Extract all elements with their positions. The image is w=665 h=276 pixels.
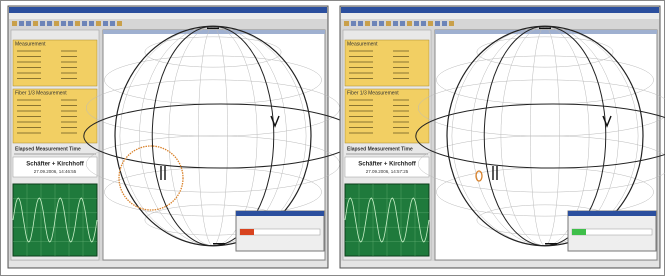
toolbar-icon — [351, 21, 356, 26]
toolbar-icon — [344, 21, 349, 26]
toolbar-icon — [33, 21, 38, 26]
toolbar-icon — [372, 21, 377, 26]
timestamp: 27.09.2006, 14:57:25 — [366, 169, 409, 174]
toolbar-icon — [26, 21, 31, 26]
toolbar-icon — [421, 21, 426, 26]
brand: Schäfter + Kirchhoff — [26, 162, 85, 168]
elapsed-label: Elapsed Measurement Time — [347, 146, 413, 152]
status-bar — [9, 261, 327, 267]
menu-bar — [341, 13, 659, 19]
fiber-title: Fiber 1/3 Measurement — [347, 90, 399, 96]
toolbar-icon — [393, 21, 398, 26]
title-bar — [341, 7, 659, 13]
toolbar-icon — [54, 21, 59, 26]
toolbar-icon — [358, 21, 363, 26]
measurement-title: Measurement — [347, 41, 378, 47]
toolbar-icon — [110, 21, 115, 26]
app-window: Measurement Fiber 1/3 Measurement Elapsed … — [340, 6, 665, 268]
toolbar-icon — [96, 21, 101, 26]
toolbar-icon — [414, 21, 419, 26]
toolbar-icon — [12, 21, 17, 26]
menu-bar — [9, 13, 327, 19]
app-window: Measurement Fiber 1/3 Measurement Elapsed … — [8, 6, 358, 268]
progress-fill — [240, 229, 254, 235]
toolbar-icon — [47, 21, 52, 26]
dialog-title — [568, 211, 656, 216]
view-title — [103, 30, 325, 34]
toolbar-icon — [117, 21, 122, 26]
toolbar-icon — [82, 21, 87, 26]
screenshot: Measurement Fiber 1/3 Measurement Elapsed … — [0, 0, 665, 276]
status-bar — [341, 261, 659, 267]
toolbar-icon — [61, 21, 66, 26]
toolbar-icon — [75, 21, 80, 26]
timestamp: 27.09.2006, 14:46:55 — [34, 169, 77, 174]
progress-fill — [572, 229, 586, 235]
elapsed-label: Elapsed Measurement Time — [15, 146, 81, 152]
toolbar-icon — [435, 21, 440, 26]
toolbar-icon — [365, 21, 370, 26]
toolbar-icon — [89, 21, 94, 26]
fiber-title: Fiber 1/3 Measurement — [15, 90, 67, 96]
brand: Schäfter + Kirchhoff — [358, 162, 417, 168]
toolbar-icon — [68, 21, 73, 26]
measurement-title: Measurement — [15, 41, 46, 47]
view-title — [435, 30, 657, 34]
toolbar-icon — [379, 21, 384, 26]
toolbar-icon — [386, 21, 391, 26]
toolbar-icon — [428, 21, 433, 26]
toolbar-icon — [407, 21, 412, 26]
toolbar-icon — [19, 21, 24, 26]
toolbar-icon — [449, 21, 454, 26]
title-bar — [9, 7, 327, 13]
toolbar-icon — [400, 21, 405, 26]
toolbar-icon — [442, 21, 447, 26]
dialog-title — [236, 211, 324, 216]
toolbar-icon — [40, 21, 45, 26]
toolbar-icon — [103, 21, 108, 26]
